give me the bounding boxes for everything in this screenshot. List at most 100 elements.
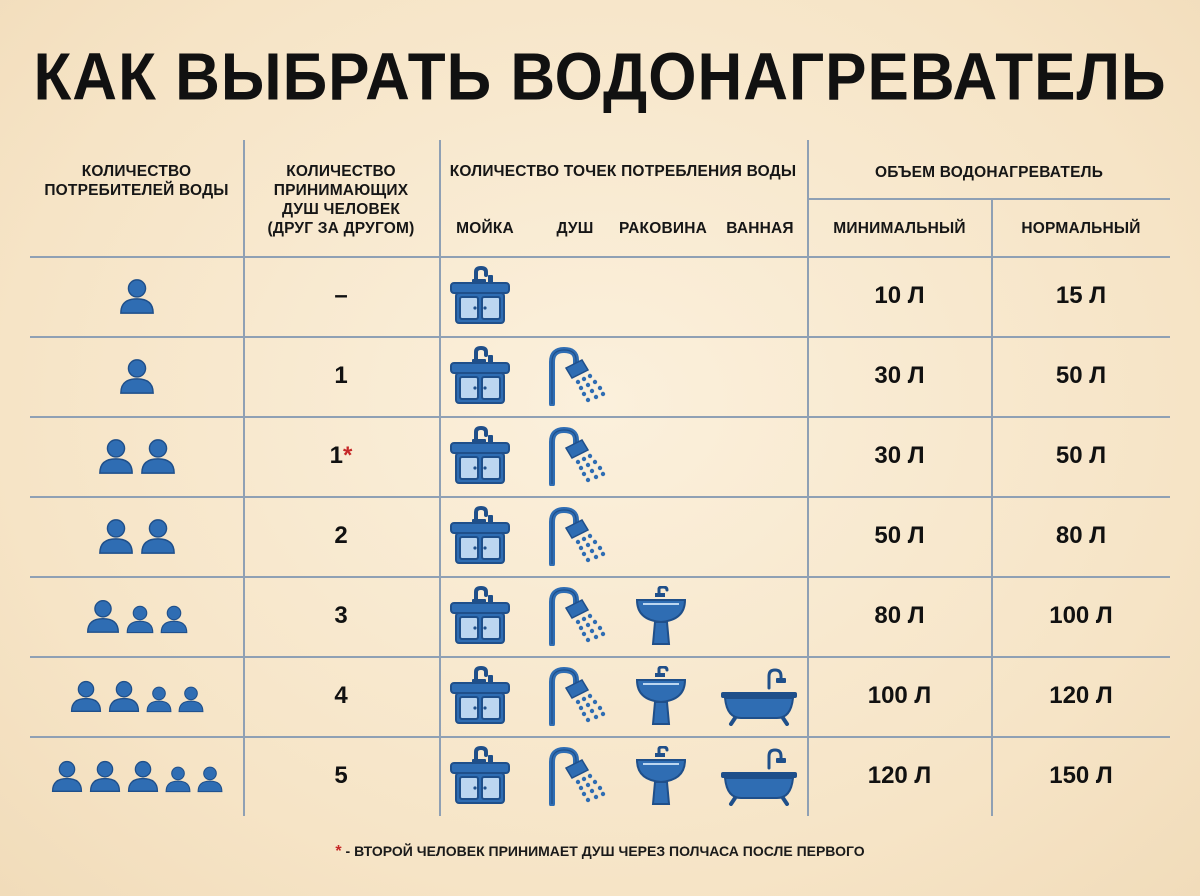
person-icon xyxy=(196,765,224,793)
divider xyxy=(807,140,809,816)
basin-icon xyxy=(619,736,703,816)
consumers-cell xyxy=(30,256,243,336)
sink-icon xyxy=(439,736,521,816)
showers-value: 4 xyxy=(334,682,348,709)
consumers-cell xyxy=(30,336,243,416)
volume-min-cell: 80 Л xyxy=(874,602,925,629)
footnote-star: * xyxy=(335,843,342,860)
sink-icon xyxy=(439,656,521,736)
volume-norm-cell: 15 Л xyxy=(1055,282,1107,309)
volume-min-cell: 120 Л xyxy=(867,762,932,789)
table-row: 4 100 Л 120 Л xyxy=(30,656,1170,736)
person-icon xyxy=(145,685,173,713)
person-icon xyxy=(139,517,177,555)
showers-cell: 3 xyxy=(243,576,439,656)
row-divider xyxy=(30,256,1170,258)
header-volume-norm: НОРМАЛЬНЫЙ xyxy=(1021,220,1141,237)
person-icon xyxy=(159,604,189,634)
header-points: КОЛИЧЕСТВО ТОЧЕК ПОТРЕБЛЕНИЯ ВОДЫ xyxy=(449,163,797,180)
shower-icon xyxy=(531,736,621,816)
row-divider xyxy=(30,736,1170,738)
table-row: 1 30 Л 50 Л xyxy=(30,336,1170,416)
volume-norm-cell: 50 Л xyxy=(1055,442,1107,469)
showers-cell: 1 * xyxy=(243,416,439,496)
row-divider xyxy=(30,576,1170,578)
volume-norm-cell: 80 Л xyxy=(1055,522,1107,549)
shower-icon xyxy=(531,496,621,576)
header-consumers: КОЛИЧЕСТВО ПОТРЕБИТЕЛЕЙ ВОДЫ xyxy=(44,163,229,199)
shower-icon xyxy=(531,336,621,416)
showers-value: 2 xyxy=(334,522,348,549)
volume-min-cell: 30 Л xyxy=(874,442,925,469)
shower-icon xyxy=(531,656,621,736)
person-icon xyxy=(69,679,103,713)
volume-min-cell: 30 Л xyxy=(874,362,925,389)
person-icon xyxy=(139,437,177,475)
row-divider xyxy=(30,656,1170,658)
sink-icon xyxy=(439,336,521,416)
header-shower: ДУШ xyxy=(556,220,594,237)
consumers-cell xyxy=(30,656,243,736)
bathtub-icon xyxy=(711,736,807,816)
showers-cell: 1 xyxy=(243,336,439,416)
showers-value: 1 xyxy=(334,362,348,389)
page-title: КАК ВЫБРАТЬ ВОДОНАГРЕВАТЕЛЬ xyxy=(33,40,1167,115)
sink-icon xyxy=(439,416,521,496)
row-divider xyxy=(30,336,1170,338)
divider xyxy=(439,140,441,816)
showers-cell: 2 xyxy=(243,496,439,576)
person-icon xyxy=(118,357,156,395)
person-icon xyxy=(88,759,122,793)
footnote-text: - ВТОРОЙ ЧЕЛОВЕК ПРИНИМАЕТ ДУШ ЧЕРЕЗ ПОЛ… xyxy=(341,843,865,859)
divider xyxy=(243,140,245,816)
basin-icon xyxy=(619,656,703,736)
comparison-table: КОЛИЧЕСТВО ПОТРЕБИТЕЛЕЙ ВОДЫ КОЛИЧЕСТВО … xyxy=(30,140,1170,816)
header-volume: ОБЪЕМ ВОДОНАГРЕВАТЕЛЬ xyxy=(874,164,1104,181)
consumers-cell xyxy=(30,576,243,656)
basin-icon xyxy=(619,576,703,656)
table-row: 1 * 30 Л 50 Л xyxy=(30,416,1170,496)
header-basin: РАКОВИНА xyxy=(618,220,707,237)
sink-icon xyxy=(439,496,521,576)
sink-icon xyxy=(439,576,521,656)
consumers-cell xyxy=(30,736,243,816)
divider xyxy=(991,198,993,816)
row-divider xyxy=(30,416,1170,418)
person-icon xyxy=(97,437,135,475)
person-icon xyxy=(97,517,135,555)
person-icon xyxy=(85,598,121,634)
header-bathtub: ВАННАЯ xyxy=(726,220,794,237)
volume-norm-cell: 150 Л xyxy=(1049,762,1113,789)
volume-min-cell: 50 Л xyxy=(874,522,925,549)
table-row: 2 50 Л 80 Л xyxy=(30,496,1170,576)
volume-norm-cell: 120 Л xyxy=(1049,682,1113,709)
volume-norm-cell: 100 Л xyxy=(1049,602,1113,629)
showers-value: 3 xyxy=(334,602,348,629)
volume-norm-cell: 50 Л xyxy=(1055,362,1107,389)
consumers-cell xyxy=(30,416,243,496)
row-divider xyxy=(30,496,1170,498)
asterisk-mark: * xyxy=(343,442,353,469)
bathtub-icon xyxy=(711,656,807,736)
shower-icon xyxy=(531,576,621,656)
table-row: 5 120 Л 150 Л xyxy=(30,736,1170,816)
person-icon xyxy=(125,604,155,634)
table-row: – 10 Л 15 Л xyxy=(30,256,1170,336)
person-icon xyxy=(118,277,156,315)
person-icon xyxy=(177,685,205,713)
person-icon xyxy=(164,765,192,793)
header-sink: МОЙКА xyxy=(456,220,514,237)
sink-icon xyxy=(439,256,521,336)
showers-cell: – xyxy=(243,256,439,336)
person-icon xyxy=(50,759,84,793)
person-icon xyxy=(126,759,160,793)
volume-min-cell: 10 Л xyxy=(874,282,925,309)
volume-min-cell: 100 Л xyxy=(867,682,932,709)
showers-cell: 5 xyxy=(243,736,439,816)
person-icon xyxy=(107,679,141,713)
header-volume-min: МИНИМАЛЬНЫЙ xyxy=(833,220,966,237)
divider xyxy=(808,198,1170,200)
showers-value: 5 xyxy=(334,762,348,789)
shower-icon xyxy=(531,416,621,496)
showers-cell: 4 xyxy=(243,656,439,736)
